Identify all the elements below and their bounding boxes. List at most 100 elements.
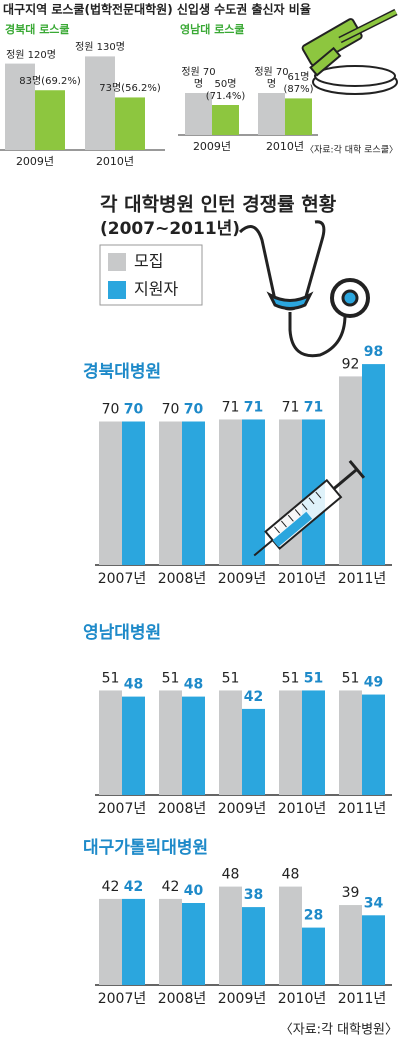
bar <box>159 421 182 565</box>
value-label: 98 <box>364 344 383 360</box>
x-tick-label: 2010년 <box>278 991 327 1007</box>
bar <box>242 708 265 795</box>
chart-title: 경북대 로스쿨 <box>5 22 70 36</box>
source-note: 〈자료:각 대학 로스쿨〉 <box>305 144 398 156</box>
x-tick-label: 2008년 <box>158 571 207 587</box>
value-label: 83명(69.2%) <box>19 76 81 88</box>
value-label: 34 <box>364 895 384 911</box>
x-tick-label: 2011년 <box>338 571 387 587</box>
bar <box>302 690 325 795</box>
bar <box>302 927 325 985</box>
value-label: 정원 120명 <box>6 49 56 61</box>
value-label: 42 <box>124 879 143 895</box>
stethoscope-illustration <box>238 220 370 358</box>
value-label: 70 <box>162 402 180 418</box>
value-label: 51 <box>162 670 180 686</box>
bar <box>219 886 242 985</box>
value-label: 92 <box>342 356 360 372</box>
value-label: 정원 70명 <box>254 67 289 90</box>
syringe-illustration <box>253 459 366 557</box>
value-label: 71 <box>222 399 240 415</box>
x-tick-label: 2010년 <box>266 140 304 153</box>
value-label: 28 <box>304 908 323 924</box>
value-label: 48 <box>222 867 240 883</box>
syringe-scale <box>287 514 294 522</box>
bar <box>159 898 182 985</box>
bar <box>362 364 385 565</box>
x-tick-label: 2011년 <box>338 801 387 817</box>
chart-title: 대구가톨릭대병원 <box>83 838 208 858</box>
bar <box>122 898 145 985</box>
legend-label: 지원자 <box>134 280 178 299</box>
x-tick-label: 2007년 <box>98 991 147 1007</box>
chart-title: 경북대병원 <box>83 362 161 382</box>
value-label: 48 <box>184 677 203 693</box>
bar <box>99 690 122 795</box>
bar <box>242 907 265 985</box>
value-label: 70 <box>184 402 204 418</box>
syringe-scale <box>301 503 308 511</box>
bar <box>212 105 239 135</box>
syringe-plunger <box>332 468 358 490</box>
value-label: 39 <box>342 885 360 901</box>
bar <box>122 696 145 795</box>
bar <box>182 421 205 565</box>
bar <box>159 690 182 795</box>
value-label: 42 <box>162 879 180 895</box>
bar <box>99 421 122 565</box>
value-label: 61명 (87%) <box>283 72 314 96</box>
source-note: 〈자료:각 대학병원〉 <box>280 1023 398 1038</box>
x-tick-label: 2009년 <box>193 140 231 153</box>
x-tick-label: 2010년 <box>278 801 327 817</box>
value-label: 정원 70명 <box>181 67 216 90</box>
syringe-scale <box>274 526 280 534</box>
x-tick-label: 2010년 <box>96 155 134 168</box>
legend-swatch <box>108 253 126 271</box>
main-title: 각 대학병원 인턴 경쟁률 현황 <box>100 193 337 216</box>
legend-swatch <box>108 281 126 299</box>
gavel-illustration <box>301 8 398 95</box>
value-label: 70 <box>124 402 144 418</box>
bar <box>219 419 242 565</box>
x-tick-label: 2007년 <box>98 801 147 817</box>
x-tick-label: 2008년 <box>158 991 207 1007</box>
value-label: 42 <box>102 879 120 895</box>
syringe-handle <box>348 459 366 479</box>
bar <box>339 690 362 795</box>
syringe-scale <box>308 497 315 505</box>
x-tick-label: 2009년 <box>218 571 267 587</box>
value-label: 71 <box>244 399 263 415</box>
x-tick-label: 2010년 <box>278 571 327 587</box>
value-label: 42 <box>244 689 263 705</box>
value-label: 38 <box>244 887 263 903</box>
bar <box>339 905 362 985</box>
legend-label: 모집 <box>134 252 163 271</box>
bar <box>99 898 122 985</box>
value-label: 50명 (71.4%) <box>205 79 246 102</box>
bar <box>258 93 285 135</box>
syringe-needle <box>253 539 274 557</box>
bar <box>285 98 312 135</box>
value-label: 51 <box>304 670 323 686</box>
x-tick-label: 2009년 <box>16 155 54 168</box>
value-label: 48 <box>124 677 143 693</box>
bar <box>35 90 65 150</box>
bar <box>279 886 302 985</box>
x-tick-label: 2009년 <box>218 991 267 1007</box>
bar <box>185 93 212 135</box>
value-label: 71 <box>304 399 323 415</box>
bar <box>219 690 242 795</box>
syringe-fluid <box>272 511 313 547</box>
bar <box>182 696 205 795</box>
value-label: 71 <box>282 399 300 415</box>
bar <box>182 903 205 985</box>
x-tick-label: 2007년 <box>98 571 147 587</box>
chart-title: 영남대 로스쿨 <box>180 22 245 36</box>
syringe-scale <box>294 509 301 516</box>
syringe-scale <box>315 491 322 499</box>
bar <box>362 915 385 985</box>
value-label: 51 <box>102 670 120 686</box>
value-label: 48 <box>282 867 300 883</box>
